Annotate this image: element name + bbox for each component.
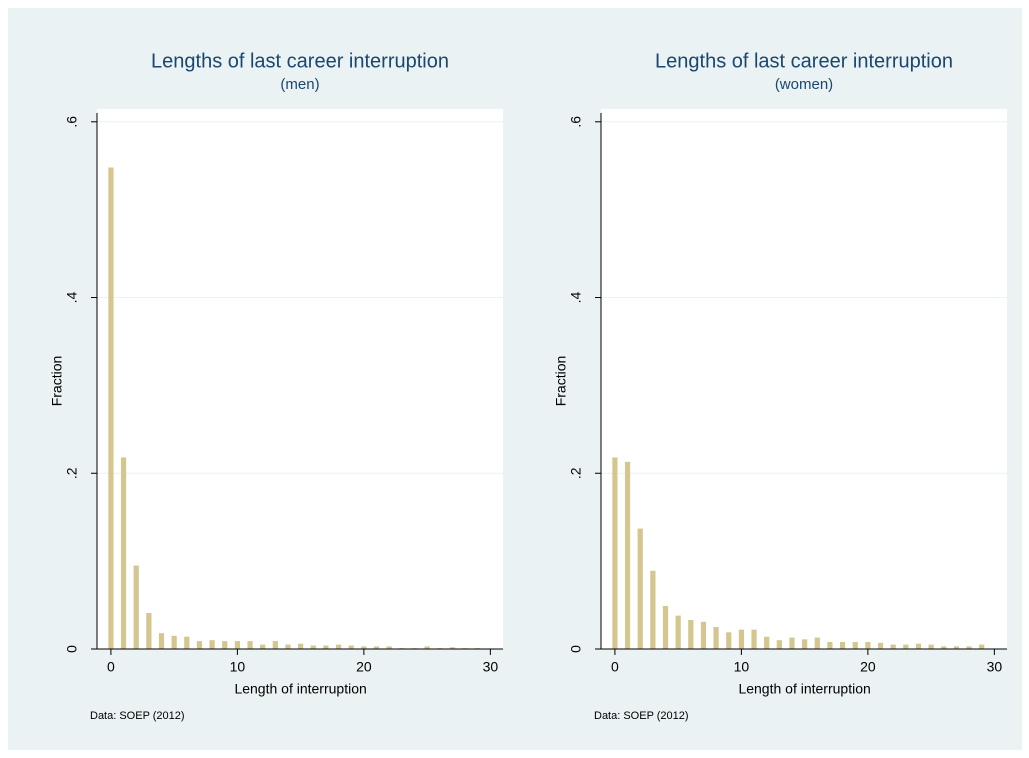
bar	[196, 641, 203, 649]
bar	[890, 644, 896, 649]
bar	[335, 644, 342, 649]
bar	[234, 641, 240, 649]
bar	[158, 633, 165, 649]
bar	[941, 646, 947, 649]
note: Data: SOEP (2012)	[90, 710, 185, 722]
bar	[688, 620, 694, 649]
x-tick-label: 20	[860, 659, 876, 675]
y-axis-label: Fraction	[553, 356, 569, 407]
bar	[915, 643, 922, 649]
bar	[726, 632, 732, 649]
bar	[310, 645, 316, 649]
bar	[386, 646, 392, 649]
bar	[171, 635, 177, 649]
x-axis-label: Length of interruption	[738, 681, 870, 697]
y-axis-label: Fraction	[49, 356, 65, 407]
x-axis-label: Length of interruption	[234, 681, 366, 697]
x-tick-label: 0	[611, 659, 619, 675]
x-tick-label: 30	[987, 659, 1003, 675]
bar	[751, 629, 757, 649]
bar	[827, 641, 833, 649]
bar	[247, 641, 253, 649]
bar	[146, 612, 152, 649]
bar	[637, 528, 643, 649]
plot-region	[97, 109, 503, 649]
bar	[839, 641, 846, 649]
bar	[713, 627, 719, 649]
bar	[650, 570, 656, 649]
bar	[133, 565, 139, 649]
bar	[877, 642, 884, 649]
y-tick-label: .6	[64, 116, 80, 128]
x-tick-label: 10	[230, 659, 246, 675]
bar	[108, 167, 114, 649]
x-tick-label: 10	[734, 659, 750, 675]
bar	[903, 644, 909, 649]
bar	[373, 646, 380, 649]
bar	[222, 641, 228, 649]
chart-title: Lengths of last career interruption	[655, 50, 953, 72]
plot-region	[601, 109, 1007, 649]
bar	[323, 645, 329, 649]
bar	[184, 636, 190, 649]
x-tick-label: 0	[107, 659, 115, 675]
y-tick-label: .4	[64, 291, 80, 303]
bar	[789, 637, 795, 649]
bar	[700, 621, 707, 649]
bar	[764, 636, 770, 649]
bar	[424, 646, 430, 649]
bar	[675, 615, 681, 649]
bar	[272, 641, 278, 649]
y-tick-label: .6	[568, 116, 584, 128]
bar	[776, 640, 782, 649]
bar	[966, 646, 972, 649]
chart-title: Lengths of last career interruption	[151, 50, 449, 72]
bar	[260, 644, 266, 649]
bar	[928, 644, 934, 649]
y-tick-label: .4	[568, 291, 584, 303]
bar	[612, 457, 618, 649]
bar	[953, 646, 960, 649]
bar	[209, 640, 215, 649]
x-tick-label: 30	[483, 659, 499, 675]
bar	[361, 646, 367, 649]
chart-subtitle: (women)	[775, 76, 833, 93]
y-tick-label: .2	[64, 467, 80, 479]
bar	[120, 457, 127, 649]
note: Data: SOEP (2012)	[594, 710, 689, 722]
bar	[298, 643, 304, 649]
bar	[814, 637, 820, 649]
bar	[865, 641, 871, 649]
bar	[852, 641, 858, 649]
bar	[449, 647, 456, 649]
bar	[802, 639, 808, 649]
y-tick-label: 0	[568, 645, 584, 653]
chart-subtitle: (men)	[280, 76, 319, 93]
x-tick-label: 20	[356, 659, 372, 675]
bar	[979, 644, 985, 649]
bar	[624, 461, 631, 649]
bar	[738, 629, 744, 649]
y-tick-label: 0	[64, 645, 80, 653]
y-tick-label: .2	[568, 467, 584, 479]
bar	[285, 644, 291, 649]
bar	[662, 605, 669, 649]
bar	[348, 645, 354, 649]
